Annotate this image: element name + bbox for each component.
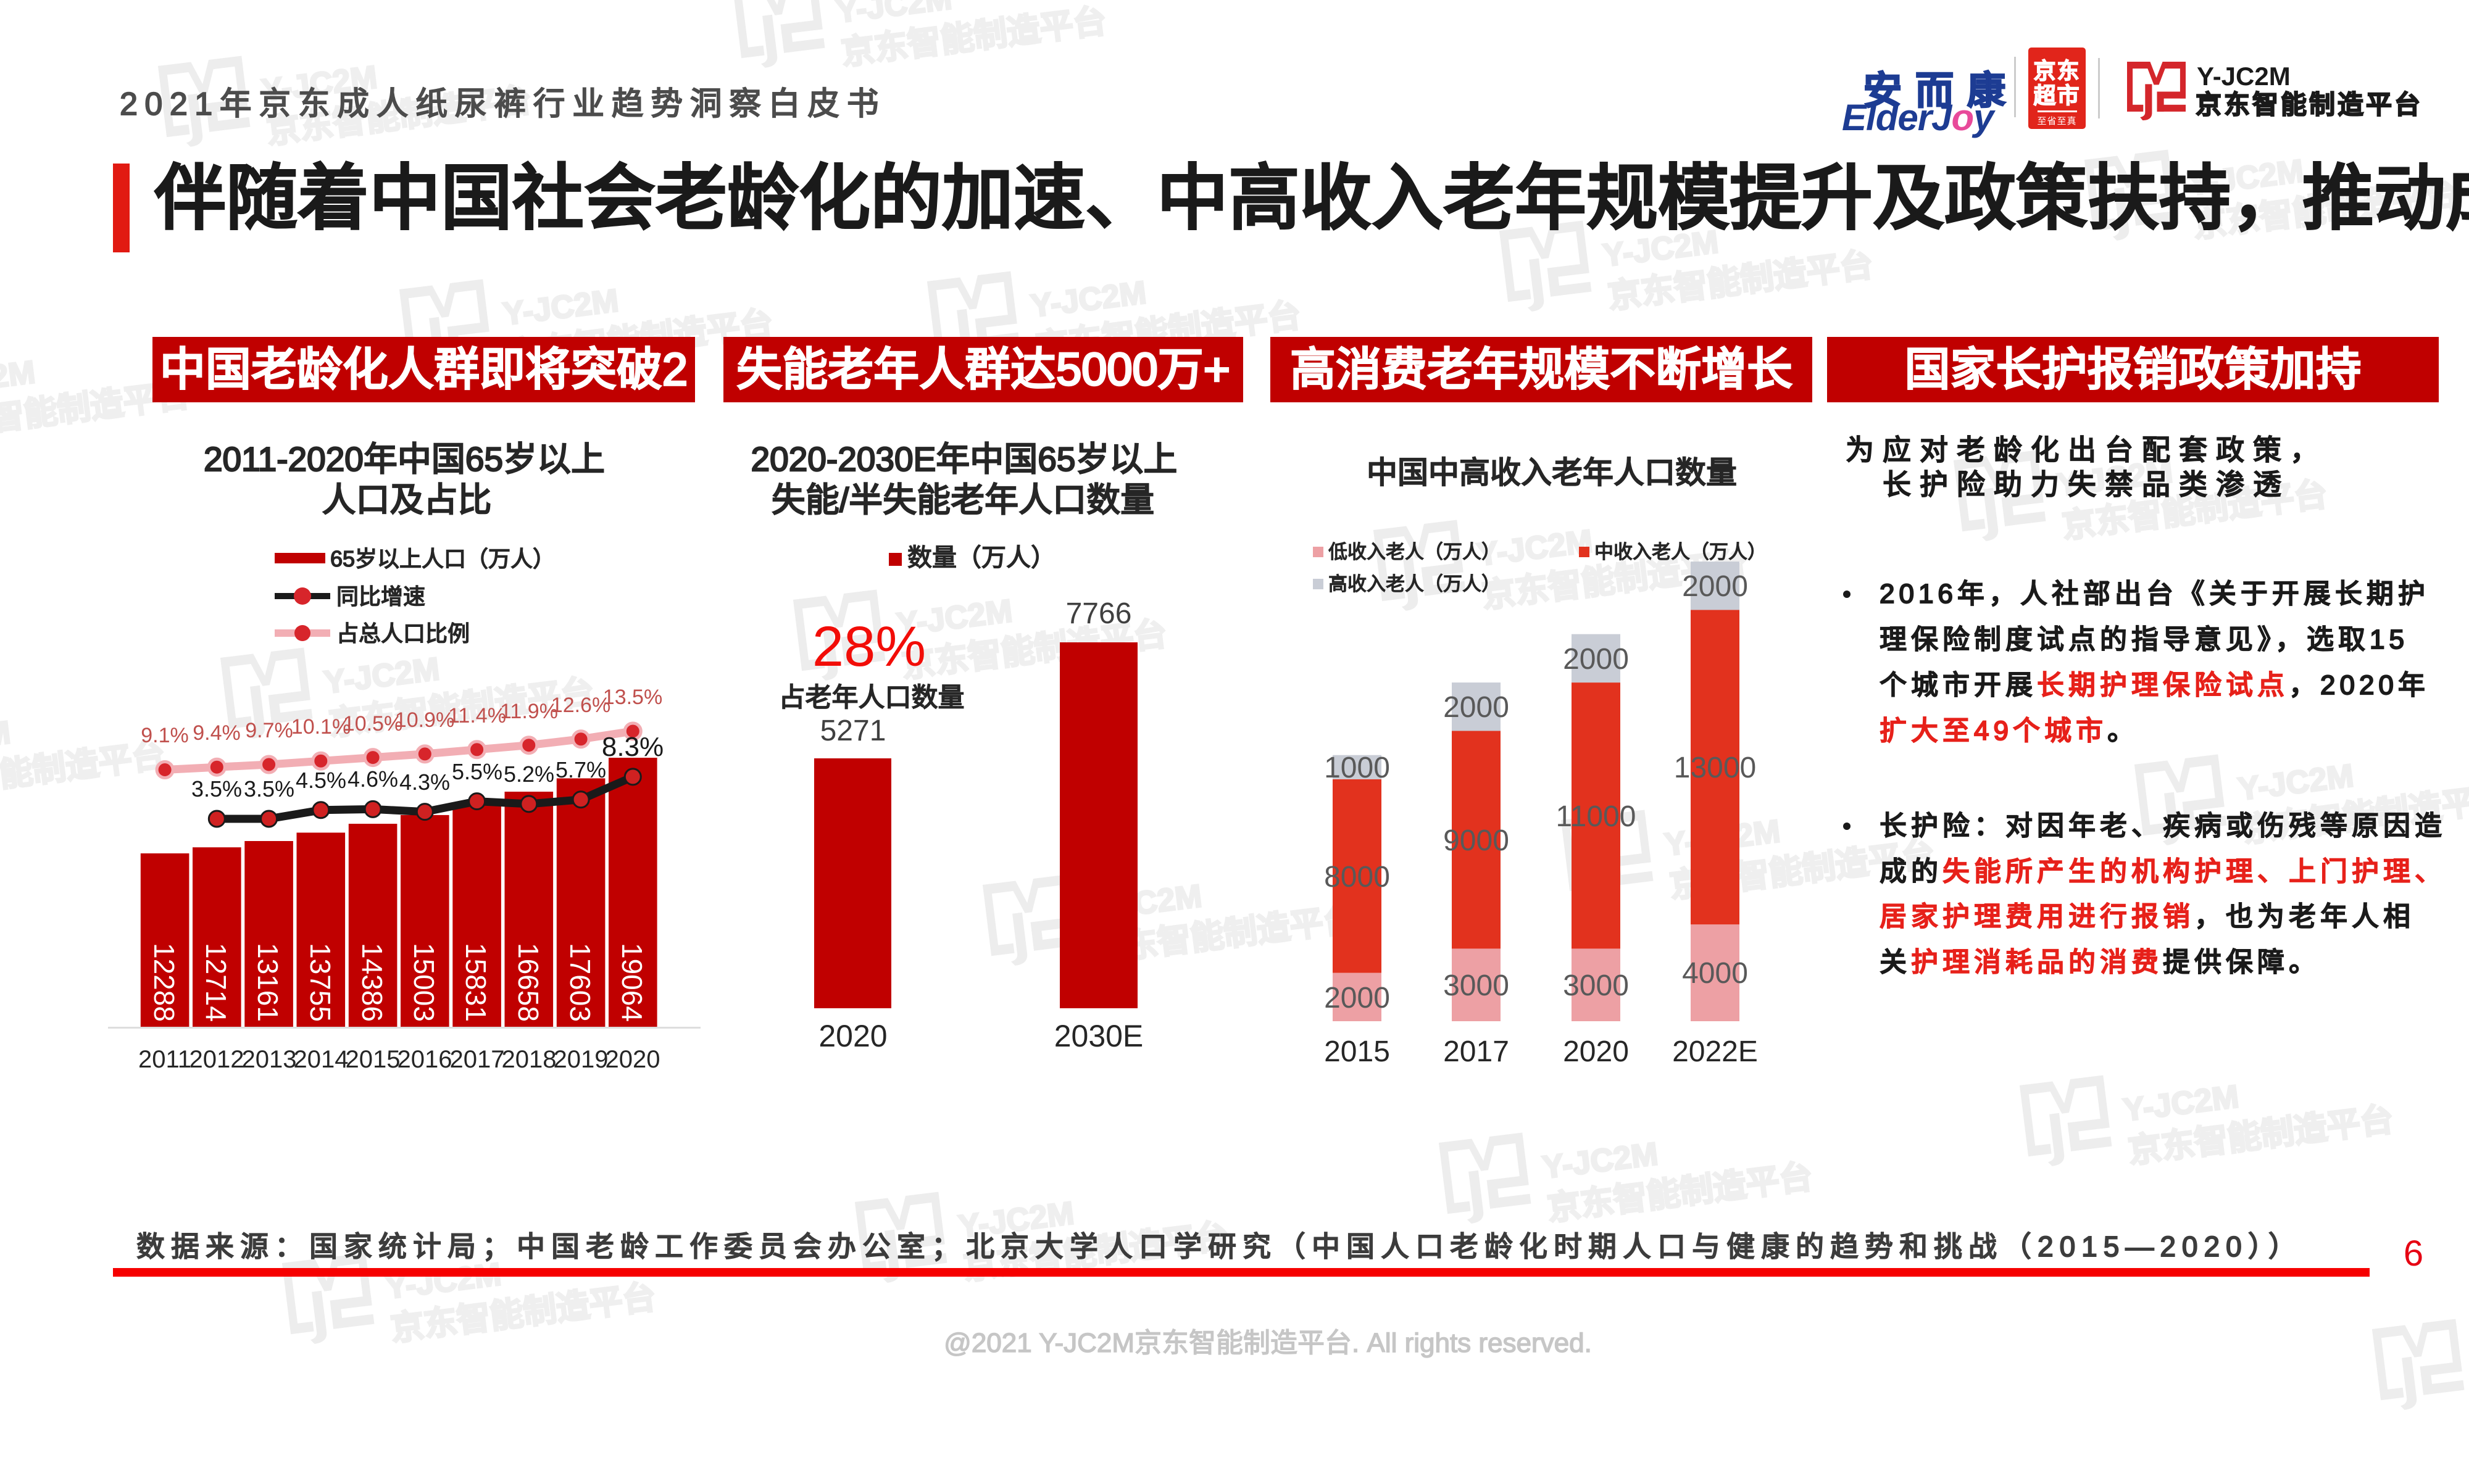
svg-text:2000: 2000 [1563,643,1629,676]
svg-text:10.1%: 10.1% [291,715,351,739]
svg-text:2030E: 2030E [1054,1019,1144,1053]
svg-text:15831: 15831 [460,943,492,1022]
svg-text:9.4%: 9.4% [193,721,241,745]
svg-text:12.6%: 12.6% [551,694,610,717]
svg-text:11.4%: 11.4% [448,704,506,727]
svg-text:19064: 19064 [616,943,648,1022]
svg-text:4000: 4000 [1682,957,1748,990]
svg-text:2012: 2012 [189,1046,244,1073]
svg-text:16658: 16658 [512,943,544,1022]
svg-text:9.7%: 9.7% [245,719,293,742]
svg-text:10.5%: 10.5% [343,712,402,736]
svg-text:2018: 2018 [502,1046,557,1073]
svg-text:高收入老人（万人）: 高收入老人（万人） [1328,573,1501,595]
svg-text:2022E: 2022E [1672,1035,1758,1068]
svg-text:2020: 2020 [818,1019,887,1053]
svg-text:3.5%: 3.5% [191,776,242,802]
svg-text:1000: 1000 [1324,752,1390,784]
svg-text:10.9%: 10.9% [395,708,454,732]
svg-text:17603: 17603 [564,943,596,1022]
svg-text:5.7%: 5.7% [556,757,606,782]
svg-text:4.3%: 4.3% [399,769,450,795]
svg-text:中国中高收入老年人口数量: 中国中高收入老年人口数量 [1367,455,1737,490]
svg-text:2020: 2020 [606,1046,660,1073]
svg-text:2011-2020年中国65岁以上: 2011-2020年中国65岁以上 [204,440,605,478]
svg-text:2017: 2017 [450,1046,505,1073]
svg-text:2000: 2000 [1682,570,1748,603]
svg-text:2019: 2019 [554,1046,609,1073]
svg-text:28%: 28% [812,615,926,678]
svg-text:3.5%: 3.5% [244,776,294,802]
svg-text:2017: 2017 [1443,1035,1509,1068]
svg-text:4.6%: 4.6% [348,766,398,792]
svg-text:2000: 2000 [1324,982,1390,1014]
svg-text:2011: 2011 [138,1046,191,1073]
svg-text:14386: 14386 [356,943,388,1022]
svg-text:人口及占比: 人口及占比 [322,481,491,519]
svg-text:占老年人口数量: 占老年人口数量 [779,683,965,713]
svg-text:12288: 12288 [148,943,180,1022]
svg-text:3000: 3000 [1443,969,1509,1002]
svg-text:9000: 9000 [1443,824,1509,857]
svg-text:8.3%: 8.3% [602,732,664,762]
svg-text:8000: 8000 [1324,861,1390,893]
svg-text:15003: 15003 [408,943,440,1022]
svg-text:同比增速: 同比增速 [336,584,425,609]
svg-text:失能/半失能老年人口数量: 失能/半失能老年人口数量 [772,481,1154,519]
svg-text:4.5%: 4.5% [296,768,346,793]
svg-text:9.1%: 9.1% [141,724,189,747]
svg-text:2015: 2015 [346,1046,401,1073]
svg-text:7766: 7766 [1066,597,1132,630]
svg-text:13161: 13161 [252,943,284,1022]
svg-text:13.5%: 13.5% [603,686,662,709]
svg-text:低收入老人（万人）: 低收入老人（万人） [1328,541,1501,563]
svg-text:2015: 2015 [1324,1035,1390,1068]
svg-text:2016: 2016 [398,1046,452,1073]
svg-text:占总人口比例: 占总人口比例 [336,621,470,646]
svg-text:2013: 2013 [242,1046,297,1073]
svg-text:中收入老人（万人）: 中收入老人（万人） [1594,541,1767,563]
svg-text:2020: 2020 [1563,1035,1629,1068]
svg-text:5271: 5271 [820,715,886,747]
svg-text:5.2%: 5.2% [504,761,554,787]
svg-text:3000: 3000 [1563,969,1629,1002]
svg-text:2000: 2000 [1443,691,1509,724]
svg-text:11.9%: 11.9% [500,700,558,723]
svg-text:12714: 12714 [200,943,232,1022]
svg-text:2020-2030E年中国65岁以上: 2020-2030E年中国65岁以上 [751,440,1178,478]
svg-text:13755: 13755 [304,943,336,1022]
svg-text:13000: 13000 [1674,752,1756,784]
svg-text:11000: 11000 [1556,800,1636,833]
svg-text:2014: 2014 [294,1046,349,1073]
svg-text:5.5%: 5.5% [452,759,502,784]
svg-text:数量（万人）: 数量（万人） [907,544,1055,571]
svg-text:65岁以上人口（万人）: 65岁以上人口（万人） [330,546,555,571]
